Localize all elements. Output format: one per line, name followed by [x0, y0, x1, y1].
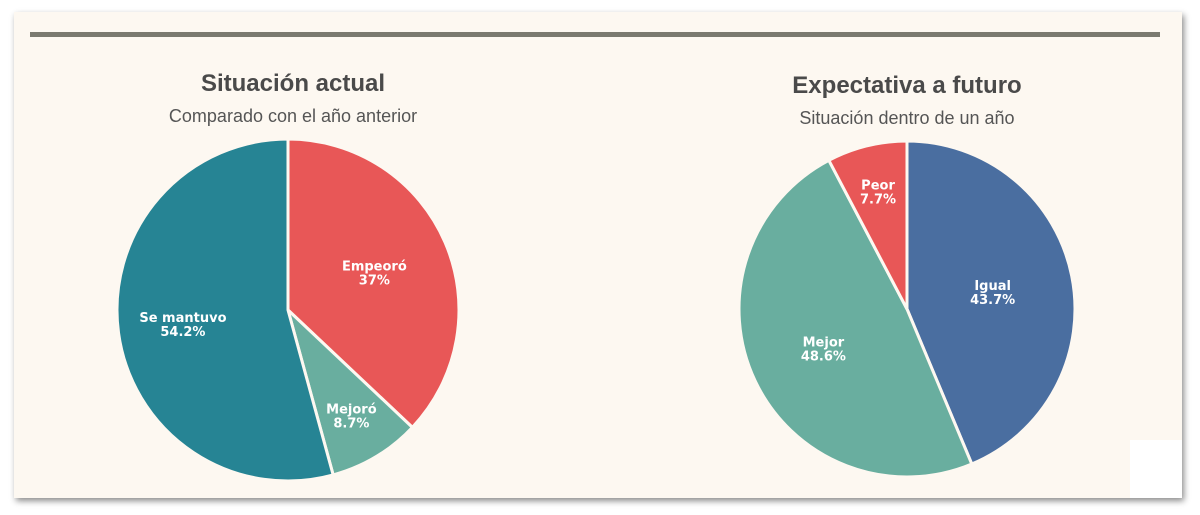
- chart-2-label-0: Igual: [974, 279, 1011, 294]
- chart-1-value-0: 37%: [359, 274, 390, 289]
- chart-2-label-2: Peor: [861, 179, 895, 194]
- chart-1-label-0: Empeoró: [342, 260, 407, 275]
- chart-2-label-1: Mejor: [803, 335, 845, 350]
- chart-2-value-1: 48.6%: [801, 349, 846, 364]
- chart-1-slice-mejoró: [286, 308, 414, 477]
- chart-2-value-2: 7.7%: [860, 193, 896, 208]
- chart-1-title: Situación actual: [200, 70, 386, 97]
- chart-1-value-1: 8.7%: [333, 417, 369, 432]
- chart-2-slice-igual: [905, 139, 1077, 466]
- chart-2-slice-peor: [827, 139, 909, 311]
- chart-1-label-2: Se mantuvo: [139, 311, 226, 326]
- top-divider: [30, 32, 1160, 37]
- corner-patch: [1130, 440, 1182, 498]
- chart-1-slice-empeoró: [286, 137, 461, 429]
- chart-1-value-2: 54.2%: [160, 325, 205, 340]
- chart-2-subtitle: Situación dentro de un año: [799, 108, 1015, 128]
- chart-1-slice-se-mantuvo: [115, 137, 335, 483]
- chart-1-label-1: Mejoró: [326, 403, 377, 418]
- chart-1-subtitle: Comparado con el año anterior: [168, 106, 418, 126]
- chart-2-title: Expectativa a futuro: [792, 72, 1022, 99]
- chart-2-slice-mejor: [737, 158, 974, 479]
- chart-2-value-0: 43.7%: [970, 293, 1015, 308]
